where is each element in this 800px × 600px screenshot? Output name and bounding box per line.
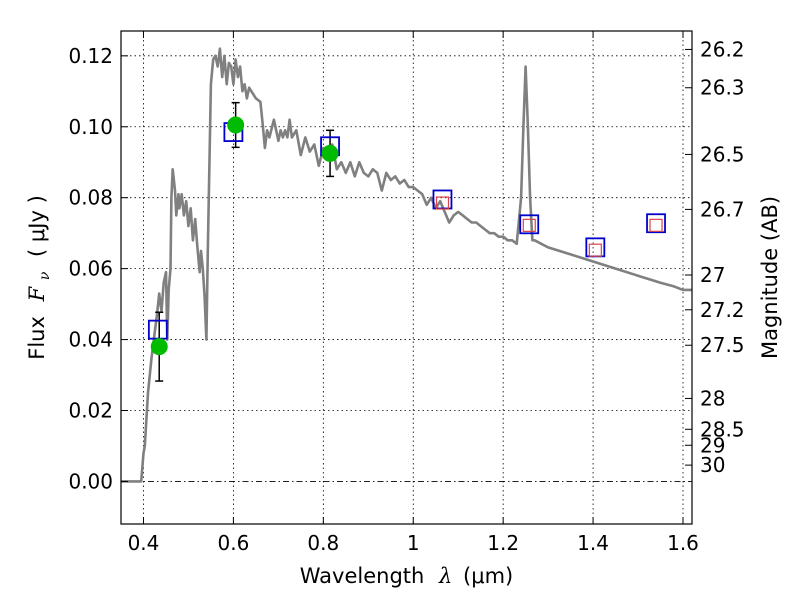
- spectrum-line: [121, 47, 692, 483]
- right-tick-label: 26.2: [700, 37, 745, 61]
- right-tick-label: 28: [700, 386, 725, 410]
- right-axis-label: Magnitude (AB): [758, 196, 782, 359]
- x-tick-label: 0.6: [217, 531, 249, 555]
- y-tick-label: 0.12: [68, 44, 113, 68]
- model-square-marker: [588, 243, 602, 257]
- data-point-circle: [227, 116, 245, 134]
- model-square-marker: [522, 218, 536, 232]
- x-axis-label-symbol: λ: [438, 564, 452, 588]
- model-square-marker: [649, 218, 663, 232]
- y-axis-label-subscript: ν: [37, 271, 53, 280]
- data-point-circle: [321, 144, 339, 162]
- observed-square-marker: [519, 214, 540, 235]
- y-axis-label-symbol: F: [25, 285, 49, 302]
- plot-frame: [120, 30, 693, 525]
- right-tick-label: 28.5: [700, 417, 745, 441]
- x-tick-label: 0.8: [307, 531, 339, 555]
- right-tick-label: 30: [700, 453, 725, 477]
- y-axis-label-unit: ( μJy ): [25, 195, 49, 257]
- observed-square-marker: [147, 319, 168, 340]
- y-tick-label: 0.02: [68, 399, 113, 423]
- y-tick-label: 0.00: [68, 469, 113, 493]
- x-axis-label-unit: (μm): [463, 564, 513, 588]
- markers: [147, 101, 666, 382]
- x-axis-label: Wavelength λ (μm): [300, 564, 513, 588]
- y-axis-label: Flux F ν ( μJy ): [25, 195, 54, 360]
- data-point-circle: [150, 338, 168, 356]
- y-tick-label: 0.06: [68, 257, 113, 281]
- right-tick-label: 27.2: [700, 298, 745, 322]
- y-axis-label-prefix: Flux: [25, 316, 49, 360]
- x-axis-label-prefix: Wavelength: [300, 564, 425, 588]
- y-tick-label: 0.10: [68, 115, 113, 139]
- right-tick-label: 27: [700, 263, 725, 287]
- right-tick-label: 26.5: [700, 142, 745, 166]
- right-tick-label: 26.7: [700, 197, 745, 221]
- x-tick-label: 1: [407, 531, 420, 555]
- model-square-marker: [435, 196, 450, 210]
- y-tick-label: 0.08: [68, 186, 113, 210]
- right-tick-label: 26.3: [700, 76, 745, 100]
- x-tick-label: 1.4: [577, 531, 609, 555]
- x-tick-label: 1.6: [667, 531, 699, 555]
- x-tick-label: 0.4: [128, 531, 160, 555]
- right-tick-label: 27.5: [700, 333, 745, 357]
- x-tick-label: 1.2: [487, 531, 519, 555]
- right-tick-label: 29: [700, 433, 725, 457]
- ticks: 0.4 0.6 0.8 1 1.2 1.4 1.6 0.00 0.02 0.04 0.06 0.08 0…: [68, 31, 745, 555]
- observed-square-marker: [646, 213, 666, 234]
- y-tick-label: 0.04: [68, 328, 113, 352]
- series: [121, 47, 692, 483]
